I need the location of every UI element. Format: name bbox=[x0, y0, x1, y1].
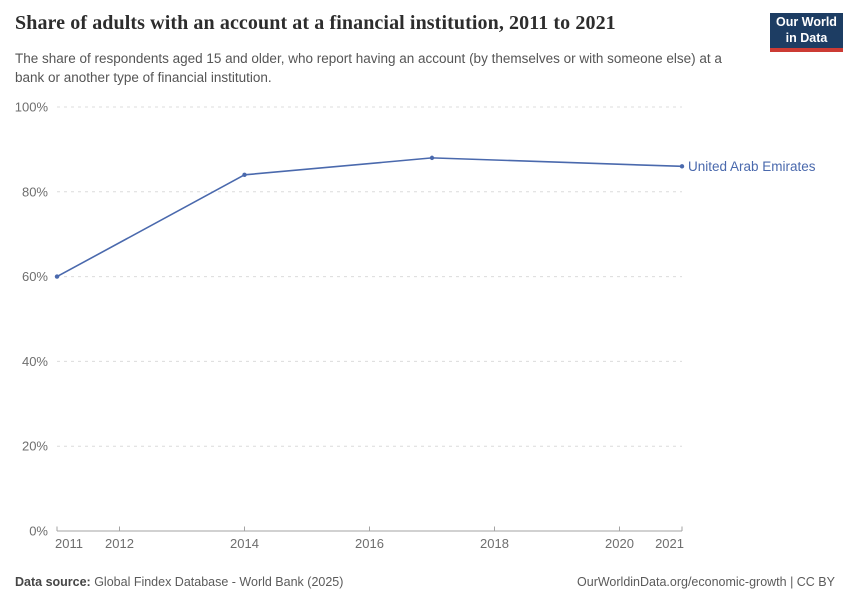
data-line-united-arab-emirates[interactable] bbox=[56, 157, 683, 278]
y-axis-tick-label: 40% bbox=[22, 354, 48, 369]
x-axis-tick-label: 2021 bbox=[655, 536, 684, 551]
owid-logo: Our World in Data bbox=[770, 13, 843, 52]
x-axis-tick-label: 2018 bbox=[480, 536, 509, 551]
y-axis-tick-label: 0% bbox=[29, 524, 48, 539]
data-source-text: Global Findex Database - World Bank (202… bbox=[90, 575, 344, 589]
owid-logo-line1: Our World bbox=[776, 15, 837, 30]
owid-logo-line2: in Data bbox=[785, 30, 828, 45]
y-axis-tick-label: 20% bbox=[22, 439, 48, 454]
chart-title: Share of adults with an account at a fin… bbox=[15, 12, 616, 34]
x-axis-tick-label: 2020 bbox=[605, 536, 634, 551]
x-axis-tick-label: 2011 bbox=[55, 536, 83, 551]
data-point[interactable] bbox=[429, 155, 435, 161]
data-point[interactable] bbox=[54, 274, 60, 279]
chart-footer: Data source: Global Findex Database - Wo… bbox=[15, 575, 835, 589]
chart-subtitle: The share of respondents aged 15 and old… bbox=[15, 51, 722, 86]
y-axis-tick-label: 60% bbox=[22, 269, 48, 284]
x-axis-tick-label: 2012 bbox=[105, 536, 134, 551]
data-point[interactable] bbox=[679, 164, 685, 169]
data-point[interactable] bbox=[242, 172, 247, 178]
owid-url-link[interactable]: OurWorldinData.org/economic-growth | CC … bbox=[577, 575, 835, 589]
y-axis-tick-label: 100% bbox=[15, 100, 49, 115]
data-source-label: Data source: bbox=[15, 575, 91, 589]
y-axis-tick-label: 80% bbox=[22, 184, 48, 199]
entity-label-united-arab-emirates[interactable]: United Arab Emirates bbox=[688, 159, 816, 174]
x-axis-tick-label: 2014 bbox=[230, 536, 259, 551]
data-source: Data source: Global Findex Database - Wo… bbox=[15, 575, 343, 589]
x-axis-tick-label: 2016 bbox=[355, 536, 384, 551]
